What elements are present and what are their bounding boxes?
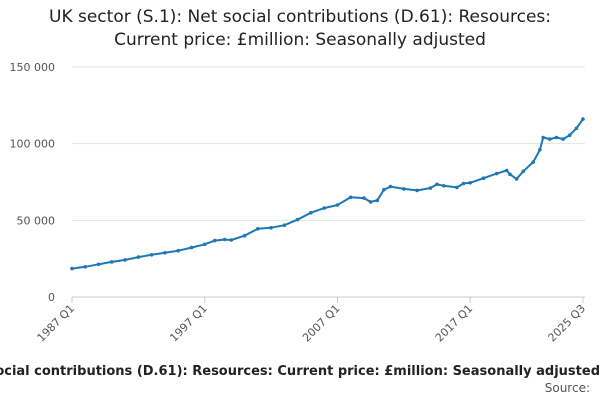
x-tick-label-3: 2017 Q1: [433, 302, 476, 345]
x-axis-ticks: 1987 Q1 1997 Q1 2007 Q1 2017 Q1 2025 Q3: [35, 297, 589, 345]
data-point-0-5[interactable]: [136, 255, 141, 259]
data-point-0-21[interactable]: [335, 203, 340, 207]
chart-title: UK sector (S.1): Net social contribution…: [0, 6, 600, 52]
data-point-0-28[interactable]: [402, 187, 406, 191]
grid: [72, 66, 585, 221]
data-point-0-15[interactable]: [255, 227, 260, 231]
data-point-0-17[interactable]: [282, 223, 287, 227]
data-point-0-23[interactable]: [362, 196, 366, 200]
data-point-0-27[interactable]: [388, 184, 393, 189]
series-label-text: UK sector (S.1): Net social contribution…: [0, 364, 600, 379]
data-point-0-47[interactable]: [561, 137, 565, 141]
x-tick-label-2: 2007 Q1: [300, 302, 343, 345]
data-point-0-44[interactable]: [541, 135, 545, 140]
data-point-0-22[interactable]: [348, 195, 353, 200]
data-point-0-38[interactable]: [504, 168, 509, 173]
data-point-0-9[interactable]: [189, 245, 194, 250]
x-tick-label-4: 2025 Q3: [546, 302, 589, 345]
series-label: UK sector (S.1): Net social contribution…: [0, 364, 600, 379]
data-point-0-50[interactable]: [581, 117, 585, 121]
data-point-0-7[interactable]: [163, 251, 167, 255]
data-point-0-31[interactable]: [435, 182, 439, 187]
source-label: Source:: [544, 381, 590, 395]
data-point-0-11[interactable]: [212, 238, 217, 243]
data-point-0-10[interactable]: [202, 242, 207, 247]
y-tick-label-0: 0: [48, 291, 55, 304]
data-point-0-0[interactable]: [70, 266, 74, 271]
data-point-0-35[interactable]: [468, 181, 473, 185]
data-point-0-24[interactable]: [368, 200, 373, 204]
data-point-0-14[interactable]: [242, 233, 247, 238]
y-tick-label-3: 150 000: [10, 61, 56, 74]
y-tick-label-2: 100 000: [10, 138, 56, 151]
series-line-0: [71, 118, 584, 270]
data-point-0-30[interactable]: [428, 186, 433, 190]
data-point-0-40[interactable]: [514, 177, 519, 181]
data-point-0-25[interactable]: [375, 198, 380, 203]
data-point-0-19[interactable]: [309, 210, 313, 215]
data-point-0-20[interactable]: [322, 206, 327, 210]
data-point-0-36[interactable]: [481, 176, 486, 180]
data-point-0-26[interactable]: [382, 187, 386, 192]
data-point-0-4[interactable]: [123, 258, 127, 262]
chart-title-line-2: Current price: £million: Seasonally adju…: [114, 30, 486, 50]
x-tick-label-0: 1987 Q1: [35, 302, 78, 345]
data-point-0-32[interactable]: [441, 184, 446, 188]
data-point-0-16[interactable]: [269, 225, 273, 230]
data-point-0-48[interactable]: [567, 133, 572, 137]
data-point-0-2[interactable]: [96, 262, 101, 267]
data-point-0-49[interactable]: [574, 126, 579, 131]
data-point-0-29[interactable]: [415, 188, 419, 193]
data-point-0-46[interactable]: [554, 135, 559, 140]
data-point-0-34[interactable]: [461, 181, 466, 186]
data-point-0-37[interactable]: [494, 171, 499, 176]
chart-title-line-1: UK sector (S.1): Net social contribution…: [49, 7, 551, 27]
data-point-0-13[interactable]: [229, 238, 234, 242]
data-point-0-33[interactable]: [455, 185, 459, 190]
data-point-0-18[interactable]: [295, 217, 300, 222]
series-group: [70, 117, 585, 271]
data-point-0-12[interactable]: [222, 237, 227, 242]
data-point-0-3[interactable]: [110, 260, 114, 264]
data-point-0-1[interactable]: [83, 265, 88, 269]
data-point-0-41[interactable]: [521, 169, 526, 174]
data-point-0-43[interactable]: [538, 148, 542, 152]
data-point-0-42[interactable]: [531, 160, 535, 164]
data-point-0-6[interactable]: [149, 253, 154, 257]
x-tick-label-1: 1997 Q1: [167, 302, 210, 345]
y-axis-ticks: 0 50 000 100 000 150 000: [10, 61, 56, 304]
data-point-0-8[interactable]: [176, 248, 180, 253]
data-point-0-39[interactable]: [508, 172, 512, 177]
data-point-0-45[interactable]: [548, 137, 552, 141]
y-tick-label-1: 50 000: [17, 214, 56, 227]
